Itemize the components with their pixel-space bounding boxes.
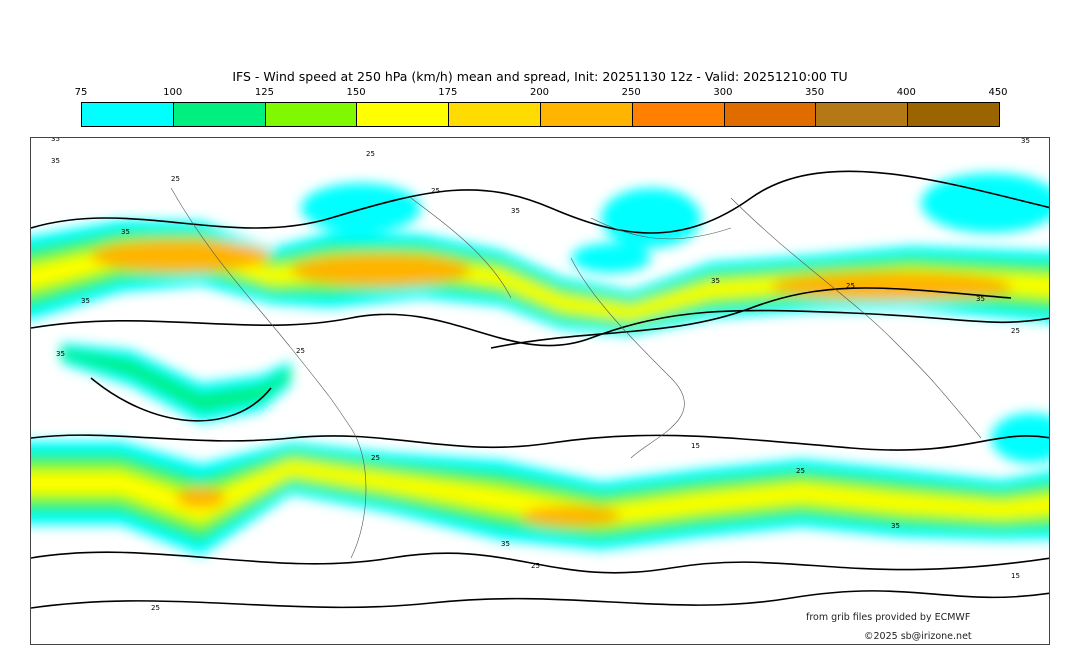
map-title: IFS - Wind speed at 250 hPa (km/h) mean … [232, 69, 848, 84]
contour-label: 35 [51, 138, 60, 143]
colorbar-legend [81, 102, 1000, 127]
wind-speed-map[interactable]: 35 35 25 25 25 35 35 35 35 25 35 25 15 25 25 35 35 25 15 35… [30, 137, 1050, 645]
contour-label: 25 [151, 604, 160, 612]
isotach-contour [90, 377, 272, 422]
wind-patch [301, 183, 421, 233]
colorbar-swatch [449, 103, 541, 126]
colorbar-swatch [816, 103, 909, 126]
contour-label: 25 [371, 454, 380, 462]
colorbar-swatch [265, 103, 358, 126]
contour-label: 35 [51, 157, 60, 165]
wind-core [521, 506, 621, 526]
contour-label: 35 [56, 350, 65, 358]
wind-patch [571, 243, 651, 273]
contour-label: 35 [711, 277, 720, 285]
colorbar-tick-label: 150 [346, 87, 366, 98]
contour-label: 25 [846, 282, 855, 290]
wind-core [291, 254, 471, 286]
coastline [570, 257, 685, 459]
contour-label: 35 [976, 295, 985, 303]
colorbar-swatch [632, 103, 725, 126]
contour-label: 35 [121, 228, 130, 236]
contour-label: 35 [1021, 138, 1030, 145]
colorbar-tick-label: 200 [529, 87, 550, 98]
colorbar-tick-label: 450 [988, 87, 1008, 98]
colorbar-swatch [357, 103, 450, 126]
wind-patch [991, 413, 1049, 463]
contour-label: 35 [81, 297, 90, 305]
wind-core [771, 272, 1011, 300]
map-canvas: 35 35 25 25 25 35 35 35 35 25 35 25 15 25 25 35 35 25 15 35… [31, 138, 1049, 612]
isotach-contour [31, 590, 1049, 609]
contour-label: 15 [1011, 572, 1020, 580]
colorbar-tick-label: 300 [713, 87, 733, 98]
colorbar-tick-label: 125 [254, 87, 274, 98]
colorbar-swatch [908, 103, 999, 126]
wind-band [31, 229, 1049, 329]
isotach-contour [31, 170, 1049, 234]
contour-label: 25 [431, 187, 440, 195]
wind-band [31, 461, 1049, 525]
wind-core [91, 240, 271, 272]
contour-label: 15 [691, 442, 700, 450]
contour-label: 25 [171, 175, 180, 183]
isotach-contour [31, 551, 1049, 574]
isotach-contour [490, 287, 1012, 349]
wind-patch [921, 173, 1049, 233]
contour-label: 25 [796, 467, 805, 475]
coastline [730, 197, 982, 439]
colorbar-tick-label: 175 [438, 87, 458, 98]
isotach-contour [31, 434, 1049, 451]
coastline [590, 217, 732, 240]
colorbar-swatch [82, 103, 174, 126]
colorbar-tick-label: 75 [74, 87, 88, 98]
contour-label: 35 [511, 207, 520, 215]
contour-label: 25 [1011, 327, 1020, 335]
colorbar-tick-label: 100 [163, 87, 183, 98]
contour-label: 35 [501, 540, 510, 548]
colorbar-tick-label: 400 [896, 87, 916, 98]
contour-label: 35 [891, 522, 900, 530]
contour-label: 25 [296, 347, 305, 355]
colorbar-tick-label: 350 [805, 87, 825, 98]
source-credit: from grib files provided by ECMWF [806, 612, 971, 623]
contour-label: 25 [366, 150, 375, 158]
wind-core [176, 488, 226, 508]
colorbar-swatch [724, 103, 817, 126]
coastline [410, 197, 512, 299]
coastline [170, 187, 367, 559]
wind-band [61, 348, 291, 413]
wind-patch [601, 188, 701, 248]
contour-label: 25 [531, 562, 540, 570]
copyright-credit: ©2025 sb@irizone.net [864, 631, 972, 642]
isotach-contour [31, 309, 1049, 347]
colorbar-swatch [540, 103, 633, 126]
colorbar-swatch [173, 103, 266, 126]
colorbar-tick-label: 250 [621, 87, 641, 98]
